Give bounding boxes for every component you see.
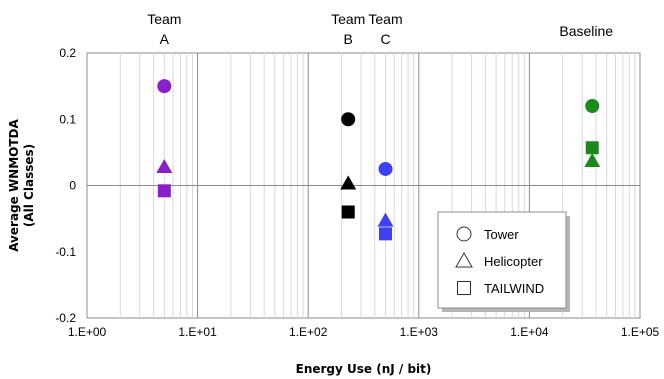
data-point-tailwind: [157, 184, 171, 198]
data-point-helicopter: [377, 212, 394, 227]
data-point-tailwind: [379, 227, 393, 241]
legend-label: Helicopter: [484, 254, 543, 269]
legend-label: TAILWIND: [484, 281, 544, 296]
group-label: Team: [147, 11, 181, 27]
data-point-tailwind: [341, 205, 355, 219]
y-tick-label: 0: [69, 179, 76, 193]
data-point-tailwind: [585, 141, 599, 155]
group-label: Baseline: [559, 23, 613, 39]
group-label: B: [344, 31, 353, 47]
data-point-tower: [341, 112, 356, 127]
legend-label: Tower: [484, 227, 519, 242]
data-point-helicopter: [156, 158, 173, 173]
group-label: C: [380, 31, 390, 47]
data-point-tower: [378, 161, 393, 176]
x-tick-label: 1.E+01: [178, 325, 217, 339]
group-label: Team: [331, 11, 365, 27]
y-axis-label-line: (All Classes): [22, 144, 36, 227]
y-axis-label: Average WNMOTDA (All Classes): [7, 118, 36, 251]
data-point-helicopter: [584, 152, 601, 167]
group-label: A: [160, 31, 170, 47]
x-tick-label: 1.E+00: [68, 325, 107, 339]
legend-marker-helicopter: [455, 251, 473, 268]
x-axis-label: Energy Use (nJ / bit): [296, 362, 432, 376]
x-tick-label: 1.E+03: [400, 325, 439, 339]
data-point-tower: [157, 79, 172, 94]
y-axis-label-line: Average WNMOTDA: [7, 118, 21, 251]
x-tick-label: 1.E+02: [289, 325, 328, 339]
data-point-tower: [585, 99, 600, 113]
y-tick-label: -0.2: [55, 311, 76, 325]
x-tick-label: 1.E+04: [510, 325, 549, 339]
y-tick-label: -0.1: [55, 245, 76, 259]
y-tick-label: 0.2: [59, 46, 76, 60]
data-point-helicopter: [340, 175, 357, 190]
x-tick-label: 1.E+05: [621, 325, 660, 339]
y-tick-label: 0.1: [59, 112, 76, 126]
legend-marker-tower: [456, 226, 472, 242]
legend-marker-tailwind: [457, 281, 471, 295]
group-label: Team: [368, 11, 402, 27]
